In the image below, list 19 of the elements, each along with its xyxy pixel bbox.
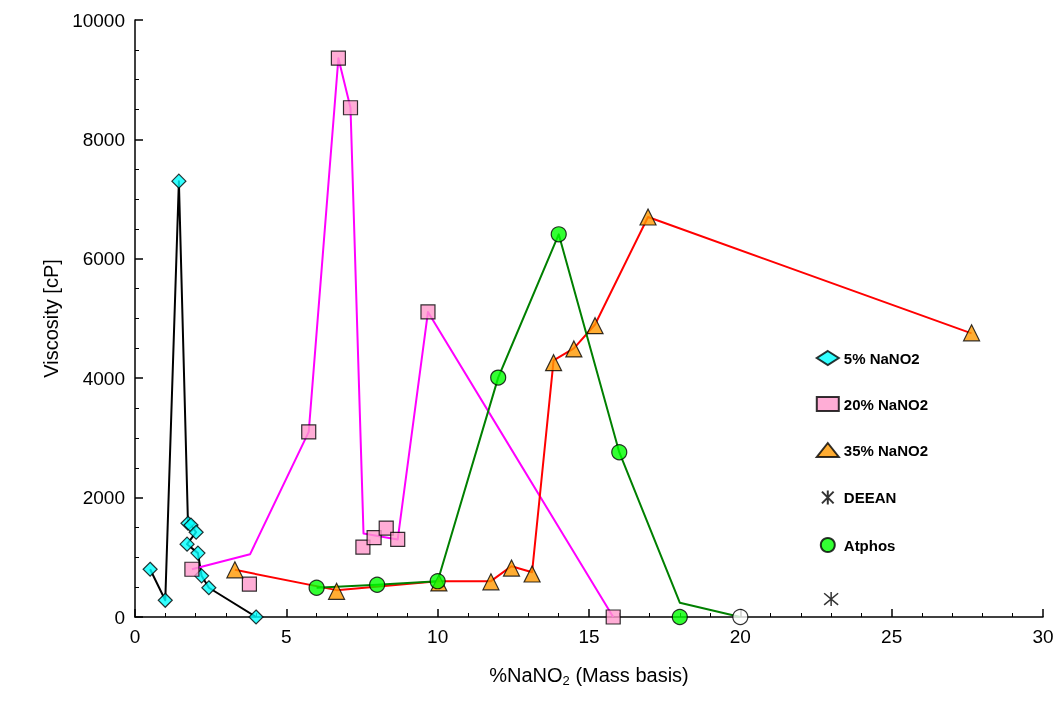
y-axis-title: Viscosity [cP]: [40, 259, 63, 378]
legend-label: Atphos: [843, 536, 896, 554]
legend-label: 20% NaNO2: [843, 395, 929, 413]
x-tick-label: 15: [578, 626, 600, 647]
x-tick-label: 25: [881, 626, 903, 647]
x-tick-label: 0: [129, 626, 141, 647]
legend-label: 35% NaNO2: [843, 441, 929, 459]
x-tick-label: 20: [729, 626, 751, 647]
y-tick-label: 6000: [82, 248, 125, 270]
y-tick-label: 2000: [82, 487, 125, 509]
y-tick-label: 4000: [82, 367, 125, 389]
legend-label: DEEAN: [843, 489, 897, 506]
y-tick-label: 0: [114, 606, 125, 628]
y-tick-label: 10000: [72, 9, 125, 31]
x-tick-label: 5: [281, 626, 292, 647]
x-tick-label: 10: [427, 626, 449, 647]
x-tick-label: 30: [1032, 626, 1054, 647]
legend-label: 5% NaNO2: [843, 349, 920, 367]
y-tick-label: 8000: [82, 128, 125, 150]
